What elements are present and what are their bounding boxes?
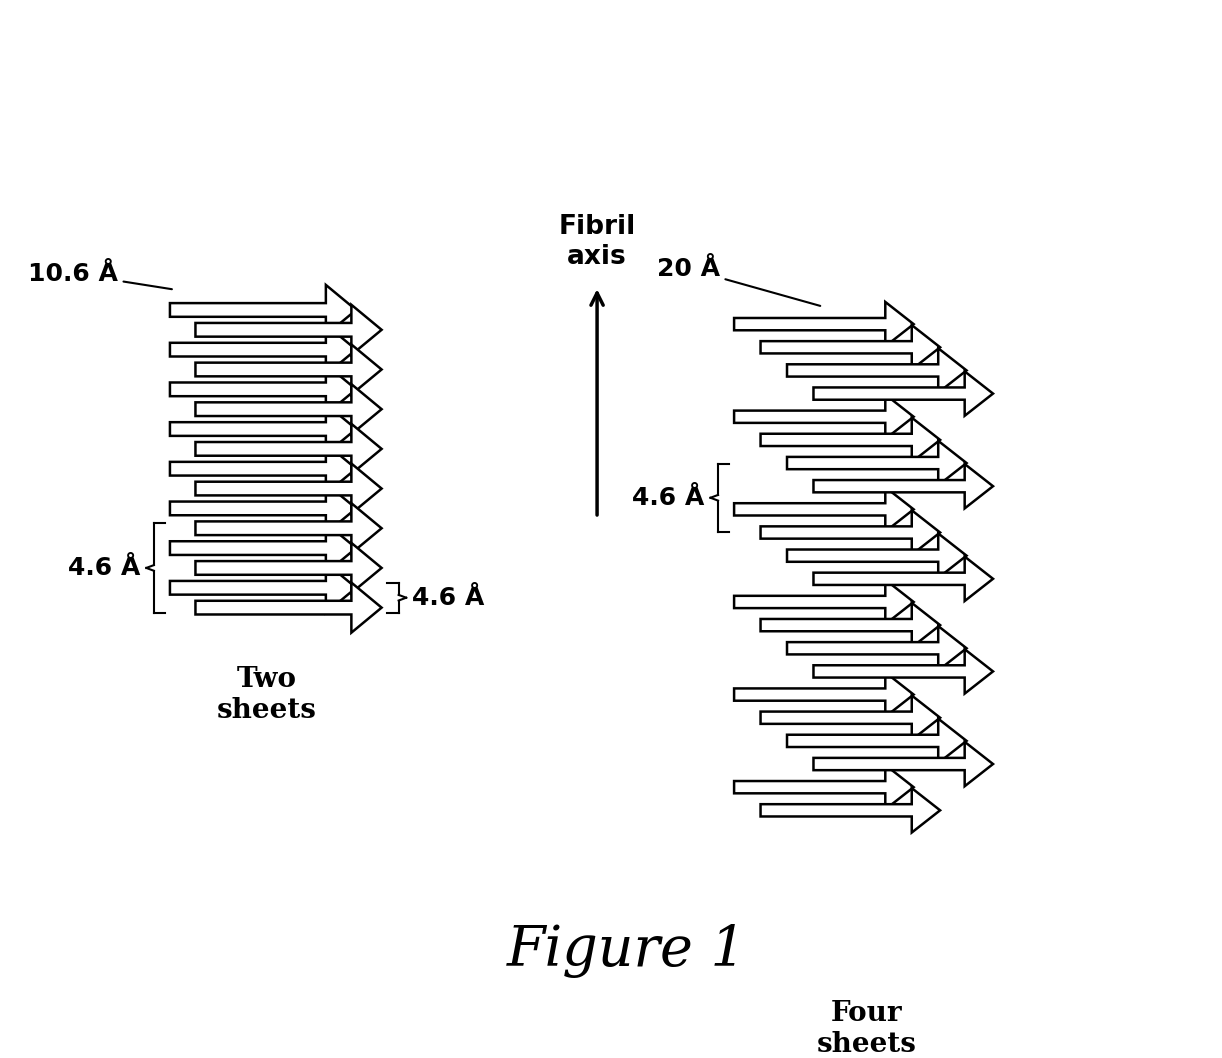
Polygon shape — [760, 418, 940, 462]
Text: 4.6 Å: 4.6 Å — [412, 586, 484, 609]
Polygon shape — [814, 557, 993, 601]
Polygon shape — [196, 504, 381, 553]
Polygon shape — [170, 285, 356, 335]
Polygon shape — [196, 305, 381, 354]
Polygon shape — [196, 543, 381, 592]
Text: 4.6 Å: 4.6 Å — [68, 555, 141, 580]
Text: 20 Å: 20 Å — [656, 257, 820, 306]
Polygon shape — [170, 404, 356, 454]
Polygon shape — [196, 345, 381, 395]
Polygon shape — [196, 384, 381, 434]
Polygon shape — [170, 523, 356, 573]
Text: Four
sheets: Four sheets — [816, 1000, 916, 1058]
Polygon shape — [760, 695, 940, 740]
Polygon shape — [787, 718, 967, 763]
Polygon shape — [734, 302, 914, 346]
Polygon shape — [196, 463, 381, 513]
Polygon shape — [814, 742, 993, 786]
Polygon shape — [814, 371, 993, 416]
Polygon shape — [760, 788, 940, 833]
Polygon shape — [760, 510, 940, 554]
Polygon shape — [734, 487, 914, 531]
Polygon shape — [170, 484, 356, 533]
Polygon shape — [787, 441, 967, 486]
Polygon shape — [734, 765, 914, 809]
Text: Figure 1: Figure 1 — [506, 924, 747, 978]
Polygon shape — [814, 650, 993, 694]
Polygon shape — [196, 424, 381, 474]
Text: Fibril
axis: Fibril axis — [558, 215, 635, 270]
Polygon shape — [170, 325, 356, 375]
Polygon shape — [196, 583, 381, 633]
Text: 4.6 Å: 4.6 Å — [633, 486, 705, 510]
Polygon shape — [170, 443, 356, 494]
Polygon shape — [787, 533, 967, 578]
Polygon shape — [170, 364, 356, 415]
Polygon shape — [760, 603, 940, 647]
Polygon shape — [787, 626, 967, 671]
Polygon shape — [734, 395, 914, 439]
Polygon shape — [814, 464, 993, 509]
Text: Two
sheets: Two sheets — [216, 665, 316, 724]
Polygon shape — [760, 325, 940, 369]
Text: 10.6 Å: 10.6 Å — [28, 261, 172, 289]
Polygon shape — [734, 580, 914, 624]
Polygon shape — [170, 563, 356, 613]
Polygon shape — [787, 348, 967, 393]
Polygon shape — [734, 673, 914, 716]
